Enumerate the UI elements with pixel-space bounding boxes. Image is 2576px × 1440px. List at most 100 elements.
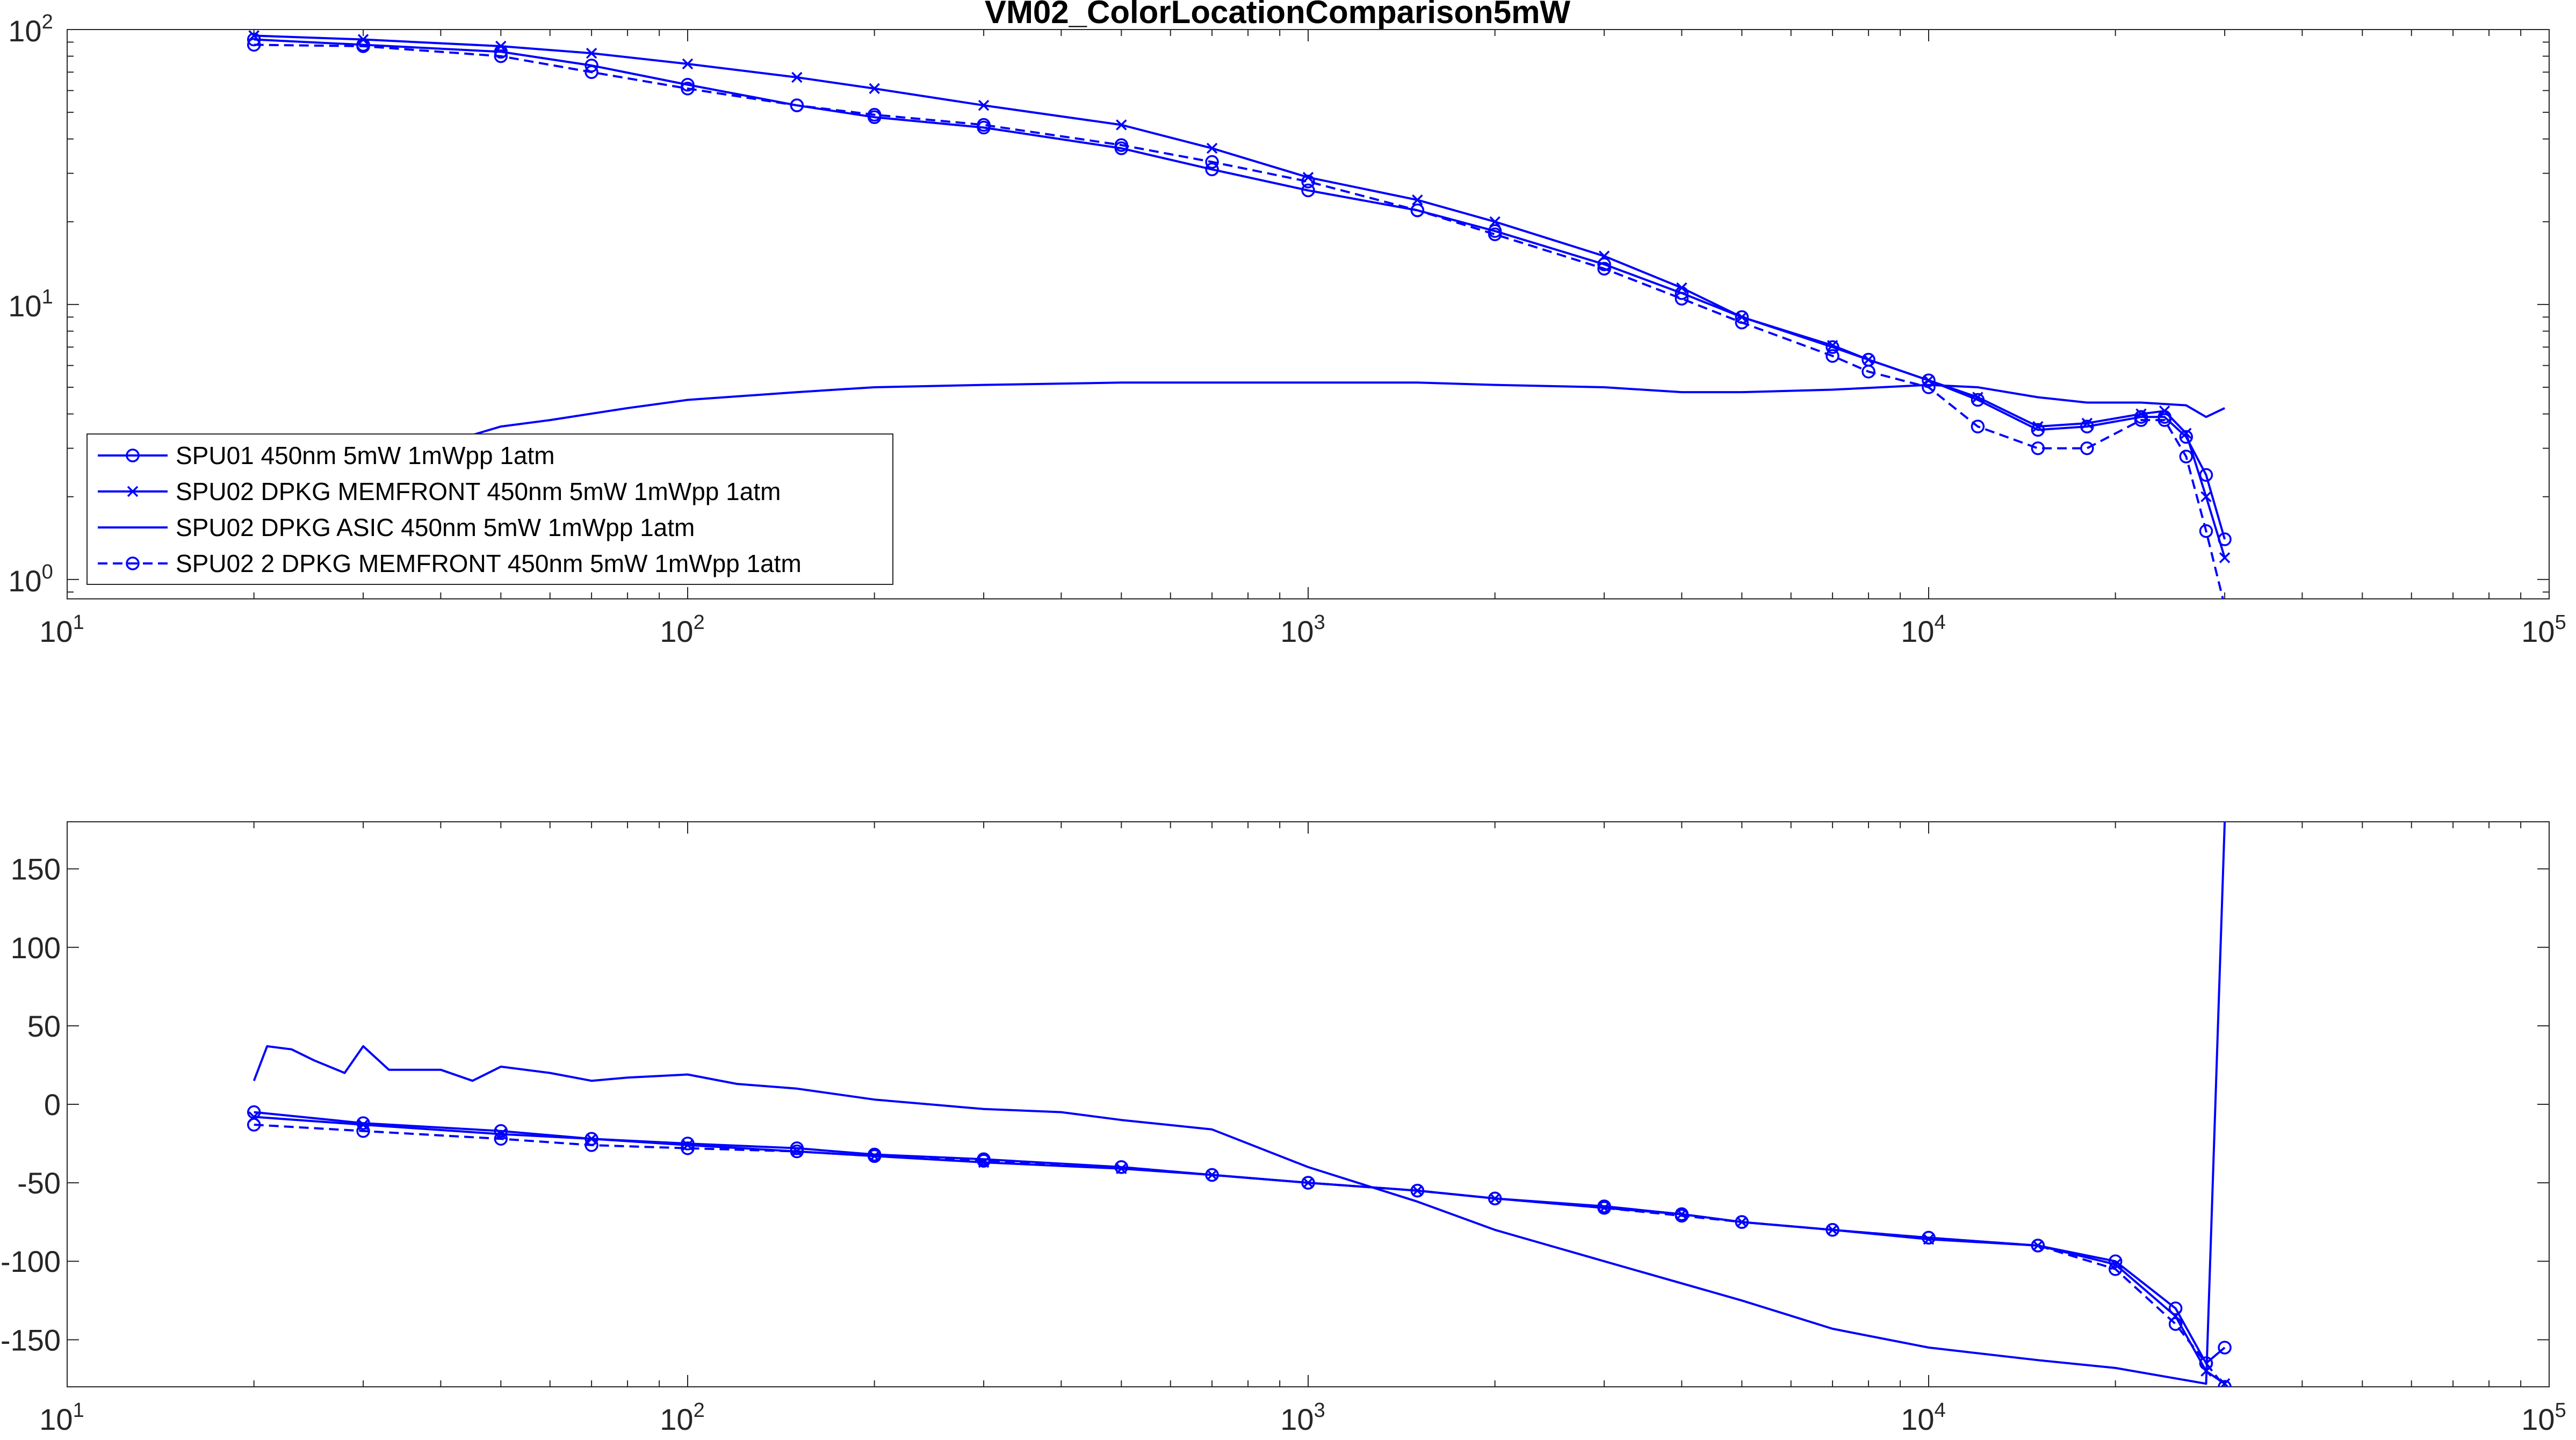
x-tick-label: 104 <box>1901 611 1945 648</box>
series-marker-circle <box>356 1116 370 1130</box>
y-tick-label: -50 <box>17 1166 61 1200</box>
series-marker-circle <box>681 1137 695 1150</box>
series-marker-circle <box>1205 1168 1219 1182</box>
series-marker-circle <box>1922 1231 1936 1245</box>
x-tick-label-base: 10 <box>39 614 73 648</box>
series-marker-x <box>2032 1240 2044 1251</box>
series-marker-x <box>1598 1202 1610 1214</box>
series-marker-circle <box>2179 430 2193 444</box>
series-marker-circle <box>681 77 695 92</box>
series-marker-circle <box>2031 441 2045 455</box>
x-tick-label-base: 10 <box>39 1402 73 1436</box>
x-tick-label-exponent: 1 <box>73 611 84 634</box>
x-tick-label: 101 <box>39 611 84 648</box>
series-marker-circle <box>1675 292 1689 306</box>
series-marker-circle <box>356 39 370 53</box>
series-marker-circle <box>1301 1176 1315 1190</box>
series-marker-circle <box>494 1132 508 1146</box>
series-marker-x <box>495 40 507 52</box>
x-tick-label-exponent: 3 <box>1314 1399 1325 1422</box>
series-marker-x <box>1923 374 1935 386</box>
series-group <box>247 822 2232 1387</box>
y-tick-label: 100 <box>11 931 61 965</box>
x-tick-label: 105 <box>2521 1399 2566 1436</box>
series-marker-circle <box>1114 1160 1129 1174</box>
series-marker-circle <box>585 65 598 79</box>
series-marker-circle <box>247 1118 261 1132</box>
series-line-3 <box>252 822 2226 1385</box>
series-marker-circle <box>2199 1356 2213 1370</box>
y-tick-label-base: 10 <box>8 14 41 48</box>
x-tick-label: 105 <box>2521 611 2566 648</box>
series-marker-x <box>1206 142 1218 154</box>
series-marker-circle <box>2168 1301 2183 1315</box>
series-marker-circle <box>1301 175 1315 189</box>
series-marker-x <box>978 99 990 111</box>
series-marker-circle <box>790 1144 804 1159</box>
y-tick-label: 100 <box>8 561 53 598</box>
series-marker-circle <box>2218 1380 2232 1387</box>
series-marker-x <box>2181 428 2192 439</box>
series-marker-circle <box>1825 349 1839 363</box>
series-marker-circle <box>1205 155 1219 169</box>
series-marker-circle <box>867 107 882 122</box>
series-marker-circle <box>1735 315 1749 330</box>
series-group <box>247 30 2232 599</box>
series-marker-x <box>2219 1378 2231 1387</box>
x-tick-label-exponent: 4 <box>1935 1399 1946 1422</box>
x-tick-label-exponent: 3 <box>1314 611 1325 634</box>
y-tick-label-exponent: 0 <box>42 561 53 583</box>
series-marker-x <box>1598 250 1610 262</box>
x-tick-label-exponent: 5 <box>2555 611 2566 634</box>
legend-entry-label: SPU02 2 DPKG MEMFRONT 450nm 5mW 1mWpp 1a… <box>176 549 802 577</box>
x-tick-label-base: 10 <box>1901 1402 1934 1436</box>
series-line-1 <box>254 38 2226 540</box>
series-marker-circle <box>2108 1262 2123 1276</box>
y-tick-label-exponent: 1 <box>42 286 53 308</box>
x-tick-label: 102 <box>660 611 704 648</box>
series-marker-circle <box>1410 1183 1425 1198</box>
x-tick-label-exponent: 1 <box>73 1399 84 1422</box>
series-marker-circle <box>681 82 695 96</box>
series-marker-x <box>1827 339 1838 351</box>
x-tick-label-base: 10 <box>1901 614 1934 648</box>
y-tick-label: 0 <box>44 1088 61 1121</box>
series-marker-x <box>1863 354 1874 365</box>
y-tick-label: -100 <box>1 1244 61 1278</box>
series-marker-circle <box>1825 1223 1839 1237</box>
series-marker-x <box>2200 491 2212 502</box>
y-tick-label: -150 <box>1 1323 61 1357</box>
series-marker-circle <box>1861 365 1875 379</box>
x-tick-label-exponent: 5 <box>2555 1399 2566 1422</box>
series-marker-x <box>1972 392 1983 403</box>
legend-entry-label: SPU01 450nm 5mW 1mWpp 1atm <box>176 442 555 469</box>
series-marker-circle <box>2108 1254 2123 1268</box>
series-marker-circle <box>790 98 804 112</box>
series-marker-circle <box>1675 1209 1689 1223</box>
x-tick-label-base: 10 <box>2521 1402 2555 1436</box>
y-tick-label: 50 <box>27 1009 61 1043</box>
x-tick-label-exponent: 2 <box>694 611 705 634</box>
series-marker-circle <box>1205 162 1219 177</box>
series-marker-circle <box>1597 262 1611 276</box>
y-tick-label: 102 <box>8 11 53 48</box>
series-marker-circle <box>2031 1239 2045 1253</box>
series-marker-circle <box>2179 450 2193 464</box>
x-tick-label: 104 <box>1901 1399 1945 1436</box>
series-marker-x <box>869 83 880 95</box>
series-marker-x <box>586 47 597 59</box>
x-tick-label: 103 <box>1280 611 1325 648</box>
series-marker-x <box>1206 1169 1218 1181</box>
x-tick-label: 101 <box>39 1399 84 1436</box>
legend-marker-circle <box>126 556 140 570</box>
series-marker-circle <box>247 38 261 52</box>
series-marker-circle <box>1597 257 1611 271</box>
series-marker-circle <box>1410 203 1425 218</box>
x-tick-label-base: 10 <box>1280 614 1314 648</box>
series-marker-x <box>1412 194 1423 206</box>
series-marker-circle <box>1735 1215 1749 1229</box>
series-marker-circle <box>1301 183 1315 198</box>
